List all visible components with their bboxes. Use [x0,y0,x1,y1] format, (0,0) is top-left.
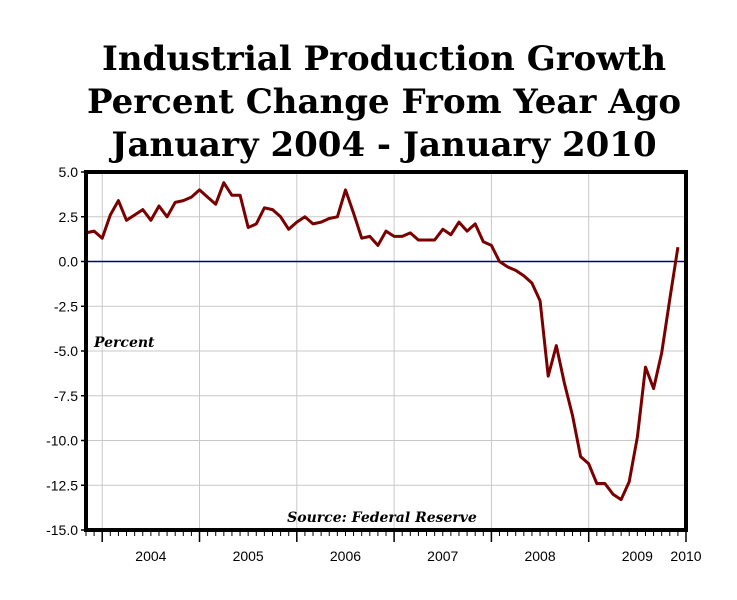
y-tick-label: -12.5 [46,477,78,493]
x-tick-label: 2010 [670,548,701,564]
x-tick-label: 2009 [622,548,653,564]
x-tick-label: 2007 [427,548,458,564]
y-tick-label: -7.5 [54,388,78,404]
chart-title: Industrial Production Growth Percent Cha… [87,39,681,165]
y-axis-label: Percent [93,335,155,351]
y-tick-label: -5.0 [54,343,78,359]
y-tick-label: -10.0 [46,433,78,449]
series-line-industrial-production [85,181,680,502]
plot-frame [84,170,688,532]
x-tick-label: 2008 [524,548,555,564]
y-tick-label: 2.5 [59,209,79,225]
title-line-2: Percent Change From Year Ago [87,82,681,122]
x-tick-label: 2006 [330,548,361,564]
title-line-1: Industrial Production Growth [102,39,666,79]
y-axis: 5.0 2.5 0.0 -2.5 -5.0 -7.5 -10.0 -12.5 -15.0 [46,164,86,538]
x-tick-label: 2005 [233,548,264,564]
y-tick-label: -2.5 [54,298,78,314]
x-tick-label: 2004 [135,548,166,564]
y-tick-label: 5.0 [59,164,79,180]
x-axis: 2004 2005 2006 2007 2008 2009 2010 [85,532,702,564]
grid [86,171,686,531]
source-annotation: Source: Federal Reserve [287,510,477,526]
title-line-3: January 2004 - January 2010 [108,125,656,165]
y-tick-label: -15.0 [46,522,78,538]
y-tick-label: 0.0 [59,254,79,270]
